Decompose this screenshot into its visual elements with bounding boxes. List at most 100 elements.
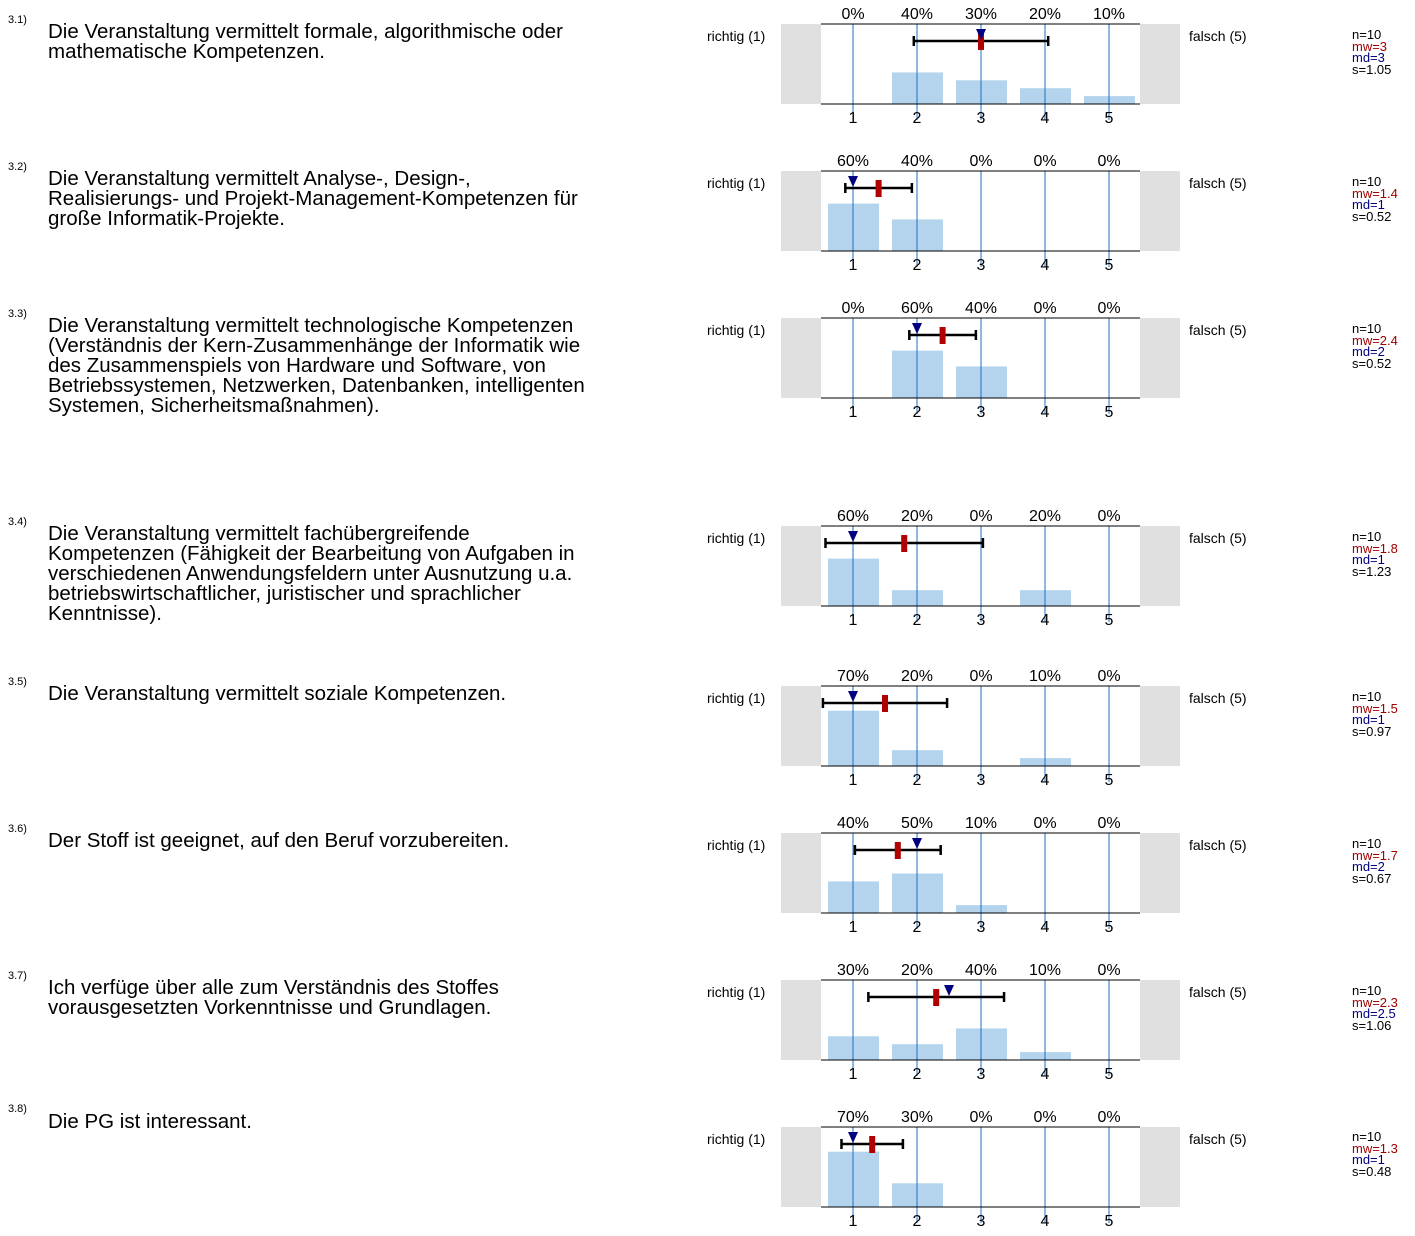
percent-label: 10% [1029,668,1061,685]
scale-side-right [1140,1127,1180,1207]
stat-n: n=10 [1352,27,1382,42]
category-tick-label: 5 [1105,612,1114,629]
percent-label: 40% [965,962,997,979]
median-marker [848,531,858,542]
stat-median: md=1 [1352,197,1385,212]
stat-sd: s=1.05 [1352,61,1392,77]
scale-side-left [781,526,821,606]
median-marker [848,691,858,702]
stat-median: md=1 [1352,1152,1385,1167]
stat-n: n=10 [1352,1129,1382,1144]
category-tick-label: 4 [1041,772,1050,789]
question-number: 3.4) [8,516,27,528]
category-tick-label: 1 [849,110,858,127]
stat-mean: mw=3 [1352,38,1388,54]
percent-label: 0% [1033,1109,1056,1126]
percent-label: 70% [837,668,869,685]
percent-label: 0% [841,6,864,23]
category-tick-label: 4 [1041,110,1050,127]
distribution-chart: richtig (1) falsch (5) 70% 30% 0% 0% 0% 1 2 3 4 5 [707,1109,1247,1230]
median-marker [912,323,922,334]
scale-side-right [1140,318,1180,398]
percent-label: 20% [901,668,933,685]
category-tick-label: 2 [913,257,922,274]
right-scale-label: falsch (5) [1189,175,1247,191]
category-tick-label: 1 [849,772,858,789]
category-tick-label: 3 [977,110,986,127]
stats-block: n=10 mw=2.4 md=2 s=0.52 [1352,321,1398,369]
percent-label: 0% [969,668,992,685]
right-scale-label: falsch (5) [1189,1131,1247,1147]
percent-label: 0% [1097,508,1120,525]
stat-median: md=2 [1352,859,1385,874]
stat-median: md=2.5 [1352,1006,1396,1021]
stat-n: n=10 [1352,836,1382,851]
scale-side-left [781,24,821,104]
right-scale-label: falsch (5) [1189,690,1247,706]
stat-n: n=10 [1352,321,1382,336]
category-tick-label: 5 [1105,1066,1114,1083]
stat-mean: mw=1.8 [1352,540,1398,556]
percent-label: 0% [1033,300,1056,317]
stat-n: n=10 [1352,983,1382,998]
stat-median: md=1 [1352,712,1385,727]
left-scale-label: richtig (1) [707,1131,765,1147]
category-tick-label: 4 [1041,919,1050,936]
median-marker [976,29,986,40]
category-tick-label: 5 [1105,110,1114,127]
percent-label: 0% [1033,815,1056,832]
scale-side-left [781,980,821,1060]
question-text: Der Stoff ist geeignet, auf den Beruf vo… [48,829,510,852]
percent-label: 0% [1097,300,1120,317]
question-text: Die Veranstaltung vermittelt formale, al… [48,20,564,63]
percent-label: 0% [1033,153,1056,170]
distribution-chart: richtig (1) falsch (5) 60% 20% 0% 20% 0% 1 2 3 4 5 [707,508,1247,629]
category-tick-label: 4 [1041,612,1050,629]
category-tick-label: 2 [913,919,922,936]
category-tick-label: 5 [1105,772,1114,789]
mean-marker [869,1136,876,1153]
left-scale-label: richtig (1) [707,530,765,546]
category-tick-label: 1 [849,612,858,629]
stat-sd: s=1.06 [1352,1017,1392,1033]
percent-label: 60% [837,508,869,525]
stat-mean: mw=1.3 [1352,1140,1398,1156]
category-tick-label: 4 [1041,1066,1050,1083]
distribution-chart: richtig (1) falsch (5) 60% 40% 0% 0% 0% 1 2 3 4 5 [707,153,1247,274]
median-marker [912,838,922,849]
right-scale-label: falsch (5) [1189,530,1247,546]
scale-side-left [781,1127,821,1207]
category-tick-label: 5 [1105,404,1114,421]
question-number: 3.3) [8,308,27,320]
category-tick-label: 3 [977,257,986,274]
percent-label: 20% [1029,508,1061,525]
percent-label: 30% [837,962,869,979]
stat-median: md=3 [1352,50,1385,65]
percent-label: 0% [969,153,992,170]
right-scale-label: falsch (5) [1189,28,1247,44]
stats-block: n=10 mw=1.8 md=1 s=1.23 [1352,530,1398,577]
left-scale-label: richtig (1) [707,690,765,706]
stat-n: n=10 [1352,689,1382,704]
percent-label: 10% [1093,6,1125,23]
question-text: Die Veranstaltung vermittelt fachübergre… [48,522,575,625]
percent-label: 0% [969,1109,992,1126]
category-tick-label: 1 [849,257,858,274]
category-tick-label: 5 [1105,1213,1114,1230]
left-scale-label: richtig (1) [707,28,765,44]
question-text: Ich verfüge über alle zum Verständnis de… [48,976,499,1019]
percent-label: 0% [1097,815,1120,832]
question-text: Die Veranstaltung vermittelt Analyse-, D… [48,167,578,230]
distribution-chart: richtig (1) falsch (5) 0% 60% 40% 0% 0% 1 2 3 4 5 [707,300,1247,421]
stat-sd: s=0.48 [1352,1163,1392,1179]
stat-mean: mw=2.3 [1352,994,1398,1010]
scale-side-right [1140,171,1180,251]
scale-side-left [781,318,821,398]
percent-label: 0% [1097,1109,1120,1126]
category-tick-label: 2 [913,110,922,127]
question-number: 3.8) [8,1103,27,1115]
category-tick-label: 3 [977,772,986,789]
category-tick-label: 1 [849,1066,858,1083]
question-number: 3.7) [8,970,27,982]
percent-label: 60% [837,153,869,170]
